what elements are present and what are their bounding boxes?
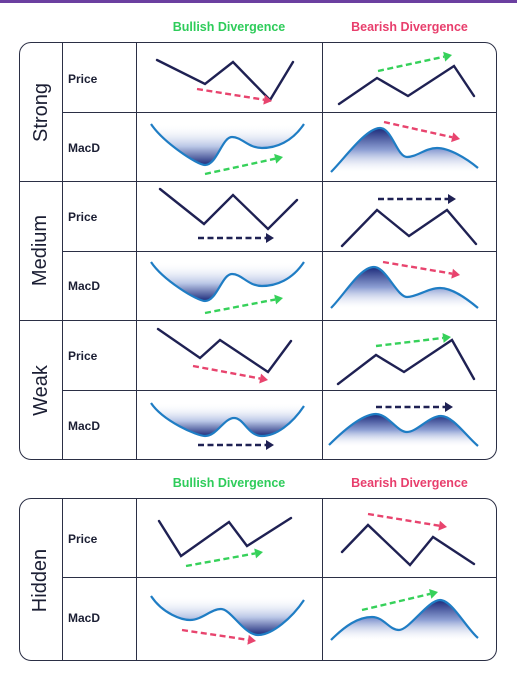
group-divider: [20, 320, 496, 321]
dashed-arrow-green: [377, 51, 452, 73]
macd-valley-strong-bullish: [150, 123, 305, 167]
macd-valley-medium-bullish: [150, 261, 305, 303]
dashed-arrow-navy: [198, 440, 274, 450]
row-divider: [62, 112, 496, 113]
bearish-divergence-header: Bearish Divergence: [351, 476, 468, 490]
row-divider: [62, 577, 496, 578]
column-divider: [62, 499, 63, 660]
macd-valley-weak-bullish: [150, 402, 305, 438]
dashed-arrow-red: [192, 364, 268, 384]
bearish-divergence-header: Bearish Divergence: [351, 20, 468, 34]
price-line-strong-bullish: [155, 58, 295, 102]
divergence-table: Strong Medium Weak Price MacD Price MacD…: [19, 42, 497, 460]
dashed-arrow-red: [383, 120, 460, 143]
dashed-arrow-green: [204, 294, 283, 315]
dashed-arrow-green: [375, 332, 451, 348]
price-line-hidden-bullish: [157, 516, 293, 558]
row-label-price: Price: [68, 532, 98, 546]
row-label-macd: MacD: [68, 279, 101, 293]
row-divider: [62, 251, 496, 252]
row-divider: [62, 390, 496, 391]
dashed-arrow-navy: [198, 233, 274, 243]
column-divider: [136, 499, 137, 660]
dashed-arrow-green: [204, 153, 283, 176]
dashed-arrow-navy: [378, 194, 456, 204]
dashed-arrow-green: [361, 588, 438, 612]
dashed-arrow-red: [382, 260, 460, 279]
macd-valley-hidden-bullish: [150, 595, 305, 637]
macd-hill-strong-bearish: [330, 126, 479, 173]
dashed-arrow-red: [196, 87, 272, 105]
price-line-medium-bullish: [158, 187, 299, 231]
hidden-divergence-table: Hidden Price MacD: [19, 498, 497, 661]
group-divider: [20, 181, 496, 182]
price-line-strong-bearish: [337, 64, 476, 106]
row-label-price: Price: [68, 72, 98, 86]
row-label-price: Price: [68, 349, 98, 363]
row-label-macd: MacD: [68, 611, 101, 625]
column-divider: [322, 499, 323, 660]
dashed-arrow-green: [185, 548, 263, 568]
price-line-medium-bearish: [340, 208, 478, 248]
dashed-arrow-navy: [376, 402, 453, 412]
row-label-price: Price: [68, 210, 98, 224]
top-accent-bar: [0, 0, 517, 3]
dashed-arrow-red: [181, 628, 256, 645]
price-line-weak-bullish: [156, 327, 293, 374]
macd-hill-weak-bearish: [328, 412, 479, 447]
macd-hill-medium-bearish: [330, 265, 479, 309]
dashed-arrow-red: [367, 512, 447, 531]
bullish-divergence-header: Bullish Divergence: [172, 20, 286, 34]
row-label-macd: MacD: [68, 141, 101, 155]
bullish-divergence-header: Bullish Divergence: [172, 476, 286, 490]
price-line-hidden-bearish: [340, 523, 476, 567]
price-line-weak-bearish: [336, 338, 476, 386]
macd-hill-hidden-bearish: [330, 598, 479, 641]
row-label-macd: MacD: [68, 419, 101, 433]
